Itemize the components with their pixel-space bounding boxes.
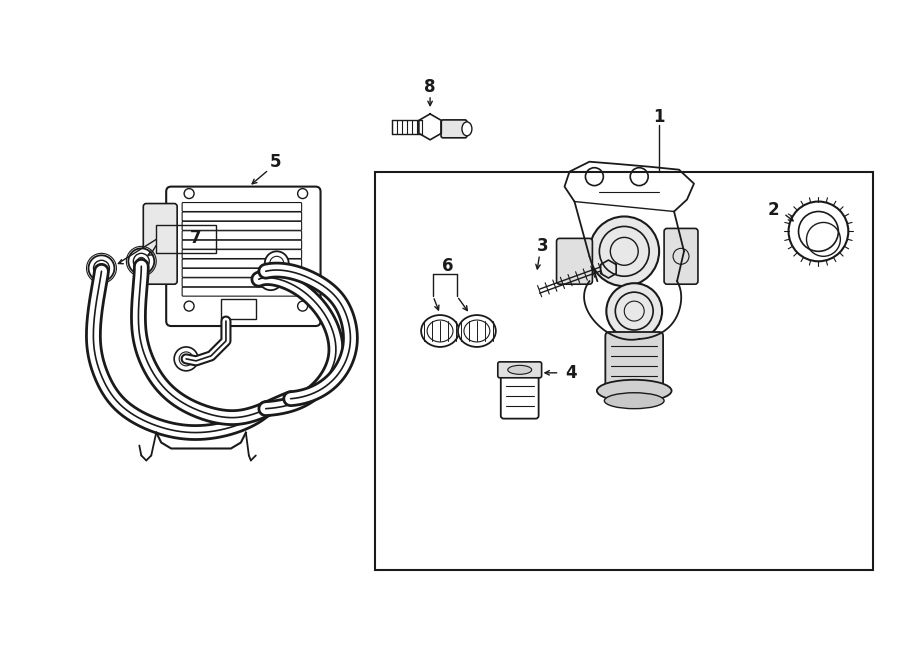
- Text: 2: 2: [768, 200, 779, 219]
- FancyBboxPatch shape: [143, 204, 177, 284]
- FancyBboxPatch shape: [166, 186, 320, 326]
- Ellipse shape: [458, 315, 496, 347]
- Circle shape: [175, 347, 198, 371]
- Text: 3: 3: [536, 237, 548, 255]
- Text: 8: 8: [424, 78, 436, 96]
- Text: 7: 7: [190, 229, 202, 247]
- FancyBboxPatch shape: [182, 250, 302, 258]
- Circle shape: [259, 266, 283, 290]
- FancyBboxPatch shape: [182, 202, 302, 212]
- Ellipse shape: [462, 122, 472, 136]
- Circle shape: [129, 249, 154, 274]
- FancyBboxPatch shape: [182, 259, 302, 268]
- FancyBboxPatch shape: [182, 278, 302, 287]
- FancyBboxPatch shape: [664, 229, 698, 284]
- FancyBboxPatch shape: [498, 362, 542, 378]
- Bar: [157, 225, 216, 253]
- FancyBboxPatch shape: [182, 221, 302, 230]
- Text: 5: 5: [270, 153, 282, 171]
- FancyBboxPatch shape: [182, 231, 302, 240]
- Circle shape: [607, 283, 662, 339]
- Ellipse shape: [604, 393, 664, 408]
- FancyBboxPatch shape: [182, 268, 302, 278]
- Circle shape: [590, 217, 659, 286]
- Ellipse shape: [508, 366, 532, 374]
- FancyBboxPatch shape: [182, 212, 302, 221]
- Text: 1: 1: [653, 108, 665, 126]
- Bar: [221, 299, 256, 319]
- FancyBboxPatch shape: [500, 373, 538, 418]
- Circle shape: [88, 255, 114, 281]
- FancyBboxPatch shape: [556, 239, 592, 284]
- Text: 6: 6: [442, 257, 454, 275]
- Ellipse shape: [597, 380, 671, 402]
- Circle shape: [265, 251, 289, 275]
- Bar: [375, 172, 873, 570]
- FancyBboxPatch shape: [182, 287, 302, 296]
- FancyBboxPatch shape: [441, 120, 467, 137]
- FancyBboxPatch shape: [182, 240, 302, 249]
- Text: 4: 4: [566, 364, 577, 382]
- Ellipse shape: [421, 315, 459, 347]
- FancyBboxPatch shape: [606, 332, 663, 390]
